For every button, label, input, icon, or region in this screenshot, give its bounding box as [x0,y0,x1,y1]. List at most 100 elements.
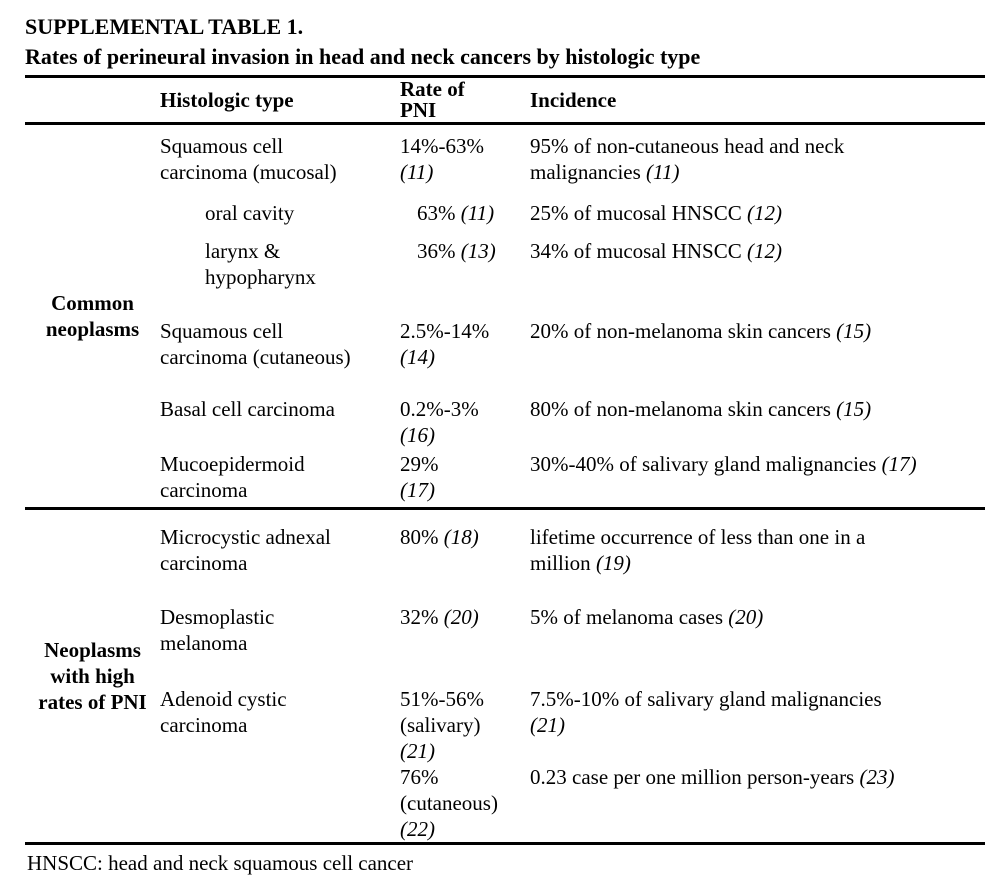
histology-cell: Desmoplastic melanoma [160,604,400,656]
table-row: Basal cell carcinoma 0.2%-3% (16) 80% of no… [160,396,985,448]
incidence-cell: 95% of non-cutaneous head and neck malign… [530,133,985,185]
incidence-cell: 25% of mucosal HNSCC (12) [530,200,985,226]
table-row: oral cavity 63% (11) 25% of mucosal HNSCC … [160,200,985,226]
incidence-cell: 30%-40% of salivary gland malignancies (… [530,451,985,503]
text-segment: 36% [417,239,461,263]
text-segment: 2.5%-14% [400,319,490,343]
rate-of-pni-cell: 76% (cutaneous) (22) [400,764,530,842]
rate-of-pni-cell: 2.5%-14% (14) [400,318,530,370]
rate-of-pni-cell: 51%-56% (salivary) (21) [400,686,530,764]
text-segment: 5% of melanoma cases [530,605,729,629]
text-segment: 7.5%-10% of salivary gland malignancies [530,687,882,711]
incidence-cell: lifetime occurrence of less than one in … [530,524,985,576]
table-row: 76% (cutaneous) (22) 0.23 case per one mill… [160,764,985,842]
table-row: Mucoepidermoid carcinoma 29% (17) 30%-40% of… [160,451,985,503]
histology-cell: Squamous cell carcinoma (cutaneous) [160,318,400,370]
text-segment: 51%-56% [400,687,484,711]
citation-ref: (13) [460,239,496,263]
rate-of-pni-cell: 0.2%-3% (16) [400,396,530,448]
incidence-cell: 20% of non-melanoma skin cancers (15) [530,318,985,370]
text-segment: larynx & [205,239,281,263]
histology-cell: Microcystic adnexal carcinoma [160,524,400,576]
text-segment: Squamous cell [160,319,284,343]
text-segment: 80% of non-melanoma skin cancers [530,397,837,421]
incidence-cell: 0.23 case per one million person-years (… [530,764,985,842]
citation-ref: (12) [747,201,782,225]
text-segment: carcinoma (cutaneous) [160,345,351,369]
text-segment: 29% [400,452,439,476]
text-segment: (cutaneous) [400,791,498,815]
table-row: Desmoplastic melanoma 32% (20) 5% of melano… [160,604,985,656]
histology-cell: Basal cell carcinoma [160,396,400,448]
citation-ref: (17) [400,478,435,502]
text-segment: 30%-40% of salivary gland malignancies [530,452,882,476]
text-segment: Microcystic adnexal [160,525,331,549]
citation-ref: (12) [747,239,782,263]
text-segment: carcinoma (mucosal) [160,160,337,184]
table-title: SUPPLEMENTAL TABLE 1. [25,14,304,39]
header-histologic-type: Histologic type [160,87,294,112]
text-segment: 32% [400,605,444,629]
citation-ref: (11) [646,160,680,184]
text-segment: Adenoid cystic [160,687,287,711]
text-segment: Basal cell carcinoma [160,397,335,421]
rate-of-pni-cell: 63% (11) [400,200,530,226]
row-group-label: Common neoplasms [45,291,140,341]
histology-cell [160,764,400,842]
table-row: Microcystic adnexal carcinoma 80% (18) life… [160,524,985,576]
table-subtitle: Rates of perineural invasion in head and… [25,44,701,69]
text-segment: carcinoma [160,713,248,737]
citation-ref: (17) [881,452,917,476]
table-header-row: Histologic type Rate of PNI Incidence [25,78,985,125]
text-segment: 34% of mucosal HNSCC [530,239,747,263]
incidence-cell: 7.5%-10% of salivary gland malignancies(… [530,686,985,764]
row-group-label: Neoplasms with high rates of PNI [38,638,147,714]
table-footnote: HNSCC: head and neck squamous cell cance… [27,851,414,875]
text-segment: Mucoepidermoid [160,452,305,476]
text-segment: hypopharynx [205,265,316,289]
text-segment: Squamous cell [160,134,284,158]
text-segment: 14%-63% [400,134,484,158]
histology-cell: larynx & hypopharynx [160,238,400,290]
rate-of-pni-cell: 36% (13) [400,238,530,290]
section-rows: Squamous cell carcinoma (mucosal) 14%-63%(… [160,125,985,507]
text-segment: 0.2%-3% [400,397,479,421]
incidence-cell: 5% of melanoma cases (20) [530,604,985,656]
histology-cell: Adenoid cystic carcinoma [160,686,400,764]
citation-ref: (20) [728,605,764,629]
table-section: Neoplasms with high rates of PNI Microcys… [25,507,985,842]
header-incidence: Incidence [530,87,617,112]
header-rate-of-pni: Rate of PNI [400,77,465,122]
citation-ref: (23) [859,765,895,789]
text-segment: Desmoplastic [160,605,275,629]
incidence-cell: 34% of mucosal HNSCC (12) [530,238,985,290]
citation-ref: (15) [836,319,872,343]
citation-ref: (21) [400,739,435,763]
table-row: larynx & hypopharynx 36% (13) 34% of mucosa… [160,238,985,290]
section-rows: Microcystic adnexal carcinoma 80% (18) life… [160,510,985,842]
histology-cell: Squamous cell carcinoma (mucosal) [160,133,400,185]
incidence-cell: 80% of non-melanoma skin cancers (15) [530,396,985,448]
table-body: Common neoplasms Squamous cell carcinoma (… [25,125,985,845]
rate-of-pni-cell: 80% (18) [400,524,530,576]
text-segment: 95% of non-cutaneous head and neck [530,134,845,158]
title-block: SUPPLEMENTAL TABLE 1. Rates of perineura… [25,12,985,78]
citation-ref: (16) [400,423,435,447]
citation-ref: (20) [443,605,479,629]
text-segment: million [530,551,596,575]
histology-cell: Mucoepidermoid carcinoma [160,451,400,503]
table-row: Squamous cell carcinoma (mucosal) 14%-63%(… [160,133,985,185]
text-segment: 0.23 case per one million person-years [530,765,860,789]
citation-ref: (19) [595,551,631,575]
text-segment: 25% of mucosal HNSCC [530,201,747,225]
text-segment: oral cavity [205,201,295,225]
text-segment: 63% [417,201,461,225]
citation-ref: (14) [400,345,435,369]
text-segment: melanoma [160,631,248,655]
citation-ref: (11) [460,201,495,225]
rate-of-pni-cell: 32% (20) [400,604,530,656]
text-segment: (salivary) [400,713,481,737]
text-segment: carcinoma [160,478,248,502]
text-segment: lifetime occurrence of less than one in … [530,525,866,549]
